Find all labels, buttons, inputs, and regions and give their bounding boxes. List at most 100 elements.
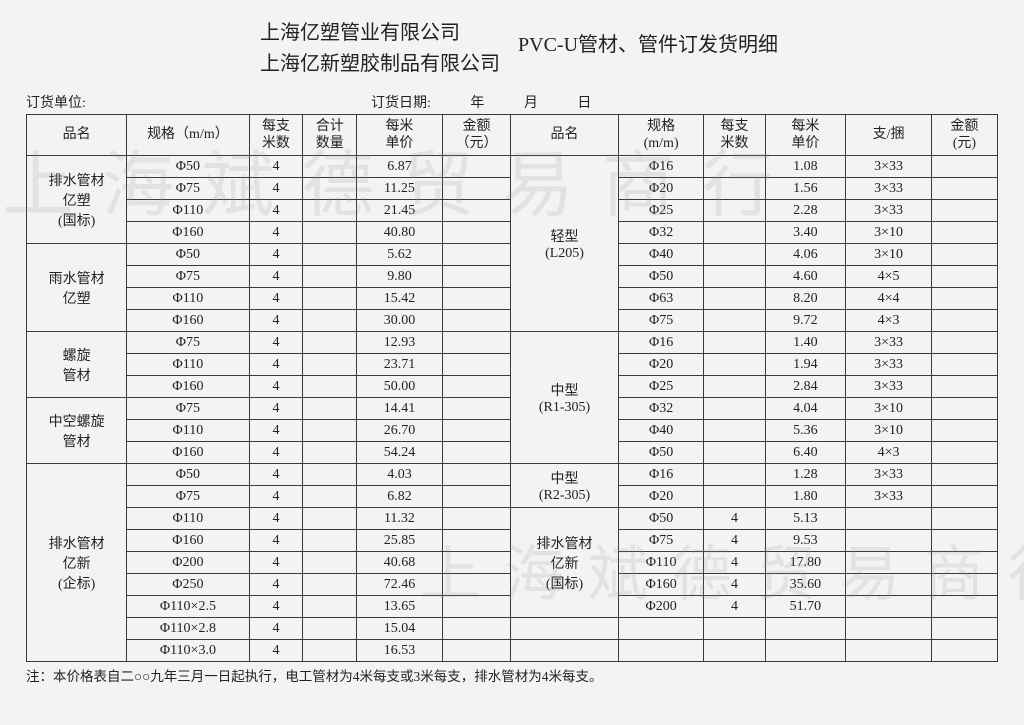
cell-amt (931, 376, 997, 398)
cell-mz: 4 (249, 442, 303, 464)
cell-spec: Φ200 (618, 596, 704, 618)
th-amount: 金额（元） (442, 115, 510, 156)
cell-amt (931, 354, 997, 376)
cell-amt (442, 618, 510, 640)
cell-bund (846, 530, 932, 552)
cell-amt (442, 178, 510, 200)
cell-price: 16.53 (357, 640, 443, 662)
cell-qty (303, 354, 357, 376)
cell-spec: Φ50 (618, 442, 704, 464)
cell-price: 11.32 (357, 508, 443, 530)
cell-amt (931, 244, 997, 266)
cell-qty (303, 288, 357, 310)
empty-cell (704, 618, 765, 640)
cell-spec: Φ110×2.5 (127, 596, 249, 618)
cell-spec: Φ50 (618, 508, 704, 530)
th-qty: 合计数量 (303, 115, 357, 156)
cell-mz: 4 (249, 508, 303, 530)
cell-amt (931, 442, 997, 464)
cell-price: 21.45 (357, 200, 443, 222)
cell-price: 14.41 (357, 398, 443, 420)
day-label: 日 (577, 92, 591, 112)
cell-mz (704, 200, 765, 222)
cell-spec: Φ20 (618, 486, 704, 508)
cell-price: 9.72 (765, 310, 846, 332)
cell-mz: 4 (249, 574, 303, 596)
cell-price: 26.70 (357, 420, 443, 442)
cell-spec: Φ25 (618, 200, 704, 222)
cell-mz: 4 (249, 200, 303, 222)
cell-spec: Φ160 (127, 530, 249, 552)
cell-spec: Φ200 (127, 552, 249, 574)
cell-mz (704, 178, 765, 200)
cell-price: 9.80 (357, 266, 443, 288)
cell-bund: 4×5 (846, 266, 932, 288)
cell-price: 4.60 (765, 266, 846, 288)
cell-mz: 4 (249, 332, 303, 354)
empty-cell (931, 640, 997, 662)
cell-mz (704, 222, 765, 244)
cell-amt (442, 442, 510, 464)
price-table: 品名 规格（m/m） 每支米数 合计数量 每米单价 金额（元） 品名 规格(m/… (26, 114, 998, 662)
cell-price: 1.94 (765, 354, 846, 376)
cell-price: 5.62 (357, 244, 443, 266)
cell-amt (931, 508, 997, 530)
cell-price: 54.24 (357, 442, 443, 464)
footnote: 注：本价格表自二○○九年三月一日起执行，电工管材为4米每支或3米每支，排水管材为… (26, 665, 1024, 685)
cell-spec: Φ250 (127, 574, 249, 596)
cell-price: 17.80 (765, 552, 846, 574)
cell-spec: Φ50 (127, 464, 249, 486)
cell-price: 4.04 (765, 398, 846, 420)
cell-mz: 4 (249, 376, 303, 398)
cell-qty (303, 332, 357, 354)
cell-mz: 4 (249, 420, 303, 442)
cell-mz: 4 (249, 222, 303, 244)
empty-cell (618, 618, 704, 640)
cell-spec: Φ110 (618, 552, 704, 574)
cell-price: 2.28 (765, 200, 846, 222)
cell-price: 1.08 (765, 156, 846, 178)
cell-price: 25.85 (357, 530, 443, 552)
month-label: 月 (524, 92, 538, 112)
cell-spec: Φ40 (618, 244, 704, 266)
th-name: 品名 (27, 115, 127, 156)
cell-mz (704, 354, 765, 376)
th-mz: 每支米数 (249, 115, 303, 156)
cell-price: 4.03 (357, 464, 443, 486)
cell-price: 51.70 (765, 596, 846, 618)
group-name-cell: 中型(R1-305) (511, 332, 619, 464)
cell-price: 2.84 (765, 376, 846, 398)
th-name2: 品名 (511, 115, 619, 156)
cell-bund: 3×33 (846, 156, 932, 178)
group-name-cell: 排水管材亿塑(国标) (27, 156, 127, 244)
cell-amt (442, 310, 510, 332)
cell-amt (931, 332, 997, 354)
cell-price: 12.93 (357, 332, 443, 354)
cell-bund: 3×33 (846, 354, 932, 376)
cell-spec: Φ25 (618, 376, 704, 398)
cell-mz (704, 244, 765, 266)
group-name-cell: 轻型(L205) (511, 156, 619, 332)
cell-amt (442, 508, 510, 530)
cell-amt (931, 486, 997, 508)
cell-mz: 4 (249, 530, 303, 552)
cell-qty (303, 508, 357, 530)
empty-cell (765, 640, 846, 662)
cell-price: 1.56 (765, 178, 846, 200)
cell-mz: 4 (249, 640, 303, 662)
cell-qty (303, 596, 357, 618)
cell-spec: Φ75 (618, 530, 704, 552)
cell-mz: 4 (249, 288, 303, 310)
cell-price: 6.40 (765, 442, 846, 464)
cell-bund: 3×10 (846, 222, 932, 244)
cell-mz: 4 (249, 486, 303, 508)
cell-amt (931, 266, 997, 288)
company-name-1: 上海亿塑管业有限公司 (260, 18, 500, 49)
cell-amt (931, 398, 997, 420)
table-row: Φ110×3.0416.53 (27, 640, 998, 662)
cell-amt (442, 244, 510, 266)
cell-spec: Φ160 (127, 222, 249, 244)
th-spec: 规格（m/m） (127, 115, 249, 156)
cell-mz: 4 (249, 464, 303, 486)
cell-amt (442, 530, 510, 552)
